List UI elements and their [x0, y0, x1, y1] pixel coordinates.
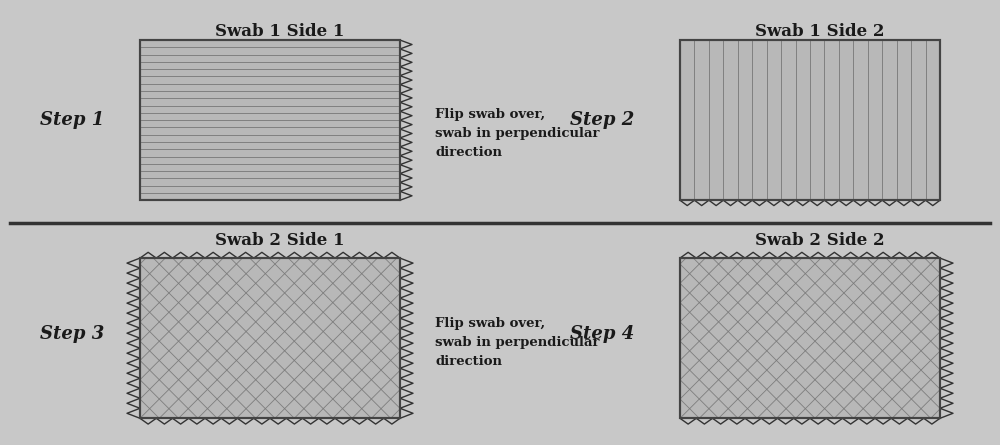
Bar [680, 258, 940, 418]
Text: Flip swab over,
swab in perpendicular
direction: Flip swab over, swab in perpendicular di… [435, 317, 600, 368]
Text: Step 1: Step 1 [40, 111, 104, 129]
Text: Flip swab over,
swab in perpendicular
direction: Flip swab over, swab in perpendicular di… [435, 108, 600, 159]
Bar [140, 258, 400, 418]
Text: Step 4: Step 4 [570, 325, 634, 343]
Bar [140, 258, 400, 418]
Text: Step 2: Step 2 [570, 111, 634, 129]
Bar [680, 258, 940, 418]
Bar [680, 40, 940, 200]
Bar [140, 40, 400, 200]
Text: Swab 1 Side 1: Swab 1 Side 1 [215, 23, 345, 40]
Text: Swab 1 Side 2: Swab 1 Side 2 [755, 23, 885, 40]
Text: Step 3: Step 3 [40, 325, 104, 343]
Bar [680, 40, 940, 200]
Text: Swab 2 Side 2: Swab 2 Side 2 [755, 232, 885, 249]
Text: Swab 2 Side 1: Swab 2 Side 1 [215, 232, 345, 249]
Bar [140, 40, 400, 200]
